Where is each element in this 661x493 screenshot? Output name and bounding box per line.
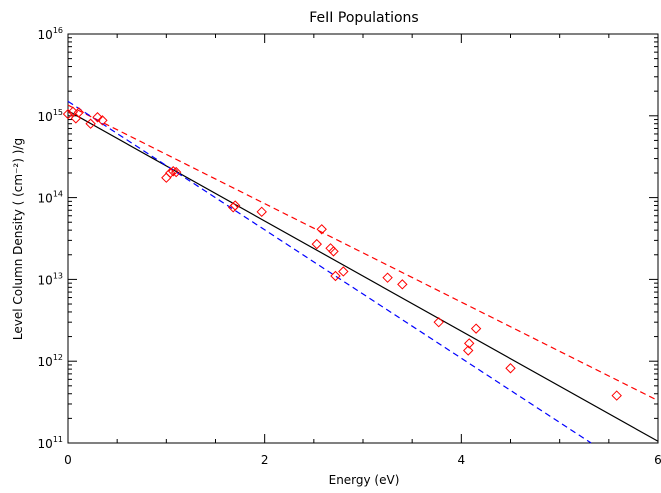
data-point: [470, 323, 482, 334]
data-point: [463, 345, 474, 356]
data-point: [463, 338, 475, 349]
x-tick-labels: 0 2 4 6: [64, 453, 661, 467]
data-point: [97, 115, 108, 126]
data-point: [328, 246, 339, 257]
data-point: [168, 166, 179, 177]
data-point: [433, 316, 444, 328]
x-tick-label: 2: [261, 453, 269, 467]
fit-line-2: [67, 104, 659, 402]
plot-frame: [67, 33, 659, 444]
data-point: [325, 243, 336, 254]
data-point: [338, 266, 349, 277]
fit-lines: [67, 100, 659, 444]
x-axis-ticks: [67, 34, 659, 443]
data-point: [85, 118, 96, 129]
data-point: [611, 390, 622, 401]
y-axis-ticks: [68, 37, 658, 444]
x-tick-label: 0: [64, 453, 72, 467]
x-axis-label: Energy (eV): [329, 473, 400, 487]
data-point: [165, 167, 176, 179]
data-point: [505, 363, 516, 374]
data-point: [227, 202, 239, 213]
data-point: [229, 200, 241, 211]
y-tick-label: 1011: [38, 435, 63, 451]
data-point: [256, 206, 267, 218]
chart-title: FeII Populations: [309, 10, 418, 26]
data-point: [170, 166, 182, 178]
y-tick-labels: 1011 1012 1013 1014 1015 1016: [38, 26, 63, 451]
y-tick-label: 1012: [38, 353, 63, 369]
y-tick-label: 1015: [38, 108, 63, 124]
data-point: [73, 107, 85, 118]
y-axis-label: Level Column Density ( (cm⁻²) )/g: [11, 138, 25, 340]
data-point: [330, 270, 341, 282]
fit-line-3: [67, 100, 592, 444]
data-point: [62, 108, 74, 120]
y-tick-label: 1016: [38, 26, 63, 42]
x-tick-label: 4: [458, 453, 466, 467]
data-point: [92, 112, 103, 123]
data-point: [311, 238, 322, 250]
data-points: [62, 106, 622, 401]
x-tick-label: 6: [654, 453, 661, 467]
data-point: [161, 172, 172, 183]
data-point: [316, 224, 327, 235]
data-point: [382, 272, 393, 283]
y-tick-label: 1014: [38, 190, 63, 206]
data-point: [397, 279, 408, 290]
y-tick-label: 1013: [38, 271, 63, 287]
fit-line-1: [67, 110, 659, 442]
